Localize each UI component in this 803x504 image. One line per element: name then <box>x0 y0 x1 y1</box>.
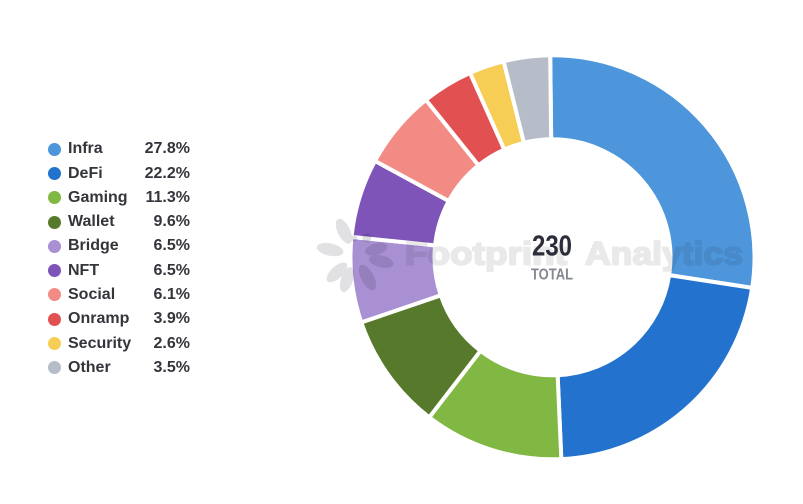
svg-text:TOTAL: TOTAL <box>531 267 573 284</box>
svg-text:Analytics: Analytics <box>585 236 743 272</box>
svg-text:230: 230 <box>532 231 572 263</box>
svg-text:Footprint: Footprint <box>405 236 567 272</box>
